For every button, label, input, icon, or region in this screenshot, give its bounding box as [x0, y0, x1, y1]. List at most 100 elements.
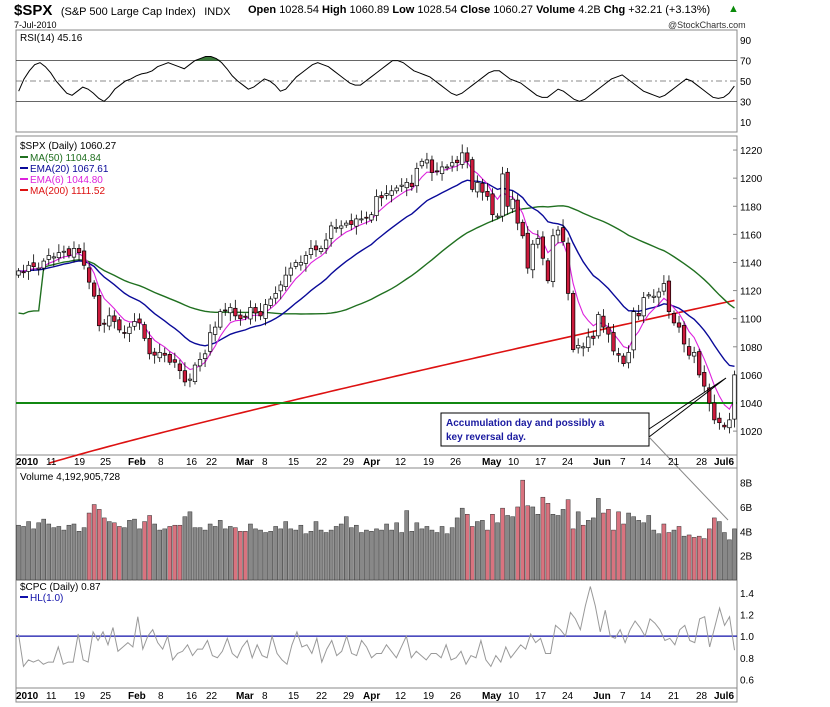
candle-body [298, 262, 303, 266]
symbol: $SPX [14, 2, 53, 19]
volume-bar [172, 524, 178, 581]
legend-item-1: EMA(20) 1067.61 [30, 164, 109, 175]
candle [434, 162, 440, 176]
volume-bar [268, 531, 273, 581]
volume-bar [127, 520, 132, 581]
candle-body [228, 307, 233, 314]
candle-body [339, 225, 344, 229]
cpc-title: $CPC (Daily) 0.87 [20, 582, 101, 593]
volume-bar [207, 523, 213, 581]
candle-body [480, 182, 485, 193]
candle [712, 394, 717, 425]
candle-body [182, 370, 188, 383]
open-label: Open [248, 4, 277, 16]
candle-body [41, 260, 46, 269]
candle [354, 214, 359, 235]
candle [530, 239, 535, 279]
candle-body [727, 419, 732, 429]
candle-body [666, 280, 672, 313]
volume-bar [359, 532, 364, 581]
candle [591, 330, 596, 346]
candle-body [293, 262, 298, 267]
candle [490, 188, 495, 222]
volume-bar [646, 515, 652, 581]
candle [374, 189, 379, 222]
x-label-bottom-22: 7 [620, 691, 626, 702]
annotation-pointer [648, 377, 727, 438]
x-label-top-15: 19 [423, 457, 435, 468]
candle-body [303, 255, 309, 264]
candle [51, 252, 56, 267]
volume-bar [222, 528, 228, 581]
volume-bar [96, 509, 102, 581]
x-label-bottom-2: 19 [74, 691, 86, 702]
volume-bar [263, 532, 268, 581]
x-label-top-19: 17 [535, 457, 547, 468]
candle-body [530, 243, 535, 271]
candle [117, 317, 122, 333]
x-label-top-13: Apr [363, 457, 380, 468]
candle [202, 349, 208, 368]
x-label-top-3: 25 [100, 457, 112, 468]
x-label-bottom-26: Jul6 [714, 691, 734, 702]
x-label-bottom-13: Apr [363, 691, 380, 702]
candle-body [429, 159, 435, 173]
candle-body [152, 351, 157, 356]
candle [273, 286, 278, 304]
axis-strip-top-frame [15, 454, 738, 469]
candle [248, 300, 253, 325]
candle [485, 182, 490, 201]
candle-body [732, 374, 737, 420]
volume-bar [298, 524, 304, 581]
x-label-bottom-24: 21 [668, 691, 680, 702]
candle [288, 262, 293, 283]
candle-body [671, 312, 677, 324]
volume-bar [318, 529, 324, 581]
candle-body [621, 355, 626, 365]
candle-body [132, 321, 137, 327]
x-label-top-25: 28 [696, 457, 708, 468]
volume-bar [732, 528, 737, 581]
candle [112, 310, 117, 329]
volume-bar [555, 515, 561, 581]
volume-bar [152, 523, 157, 581]
candle [429, 155, 435, 181]
candle-body [248, 307, 253, 320]
volume-bar [369, 531, 374, 581]
volume-bar [414, 522, 420, 581]
candle [56, 244, 61, 262]
candle [187, 373, 193, 388]
volume-bar [197, 527, 203, 581]
candle [686, 338, 692, 360]
candle [455, 155, 460, 172]
volume-bar [394, 522, 399, 581]
volume-bar [233, 527, 238, 581]
candle-body [26, 264, 31, 272]
price-tick-1020: 1020 [740, 427, 763, 438]
x-label-top-22: 7 [620, 457, 626, 468]
price-tick-1160: 1160 [740, 230, 762, 241]
candle-body [404, 182, 409, 189]
volume-bar [364, 529, 369, 581]
quote-line: Open 1028.54 High 1060.89 Low 1028.54 Cl… [248, 4, 710, 16]
volume-bar [651, 529, 657, 581]
candle [646, 291, 651, 299]
x-label-bottom-11: 22 [316, 691, 328, 702]
candle [581, 342, 586, 357]
candle [495, 213, 500, 220]
vol-tick-2B: 2B [740, 552, 753, 563]
vol-tick-4B: 4B [740, 527, 753, 538]
price-tick-1100: 1100 [740, 315, 762, 326]
volume-bar [671, 529, 677, 581]
x-label-top-4: Feb [128, 457, 146, 468]
volume-bar [76, 531, 82, 581]
candle-body [218, 311, 223, 328]
candle-body [460, 152, 465, 165]
candle-body [490, 193, 495, 216]
candle [732, 370, 737, 428]
candle-body [712, 402, 717, 421]
candle-body [71, 248, 77, 258]
candle [681, 321, 687, 353]
candle [323, 232, 329, 255]
candle-body [238, 314, 243, 320]
